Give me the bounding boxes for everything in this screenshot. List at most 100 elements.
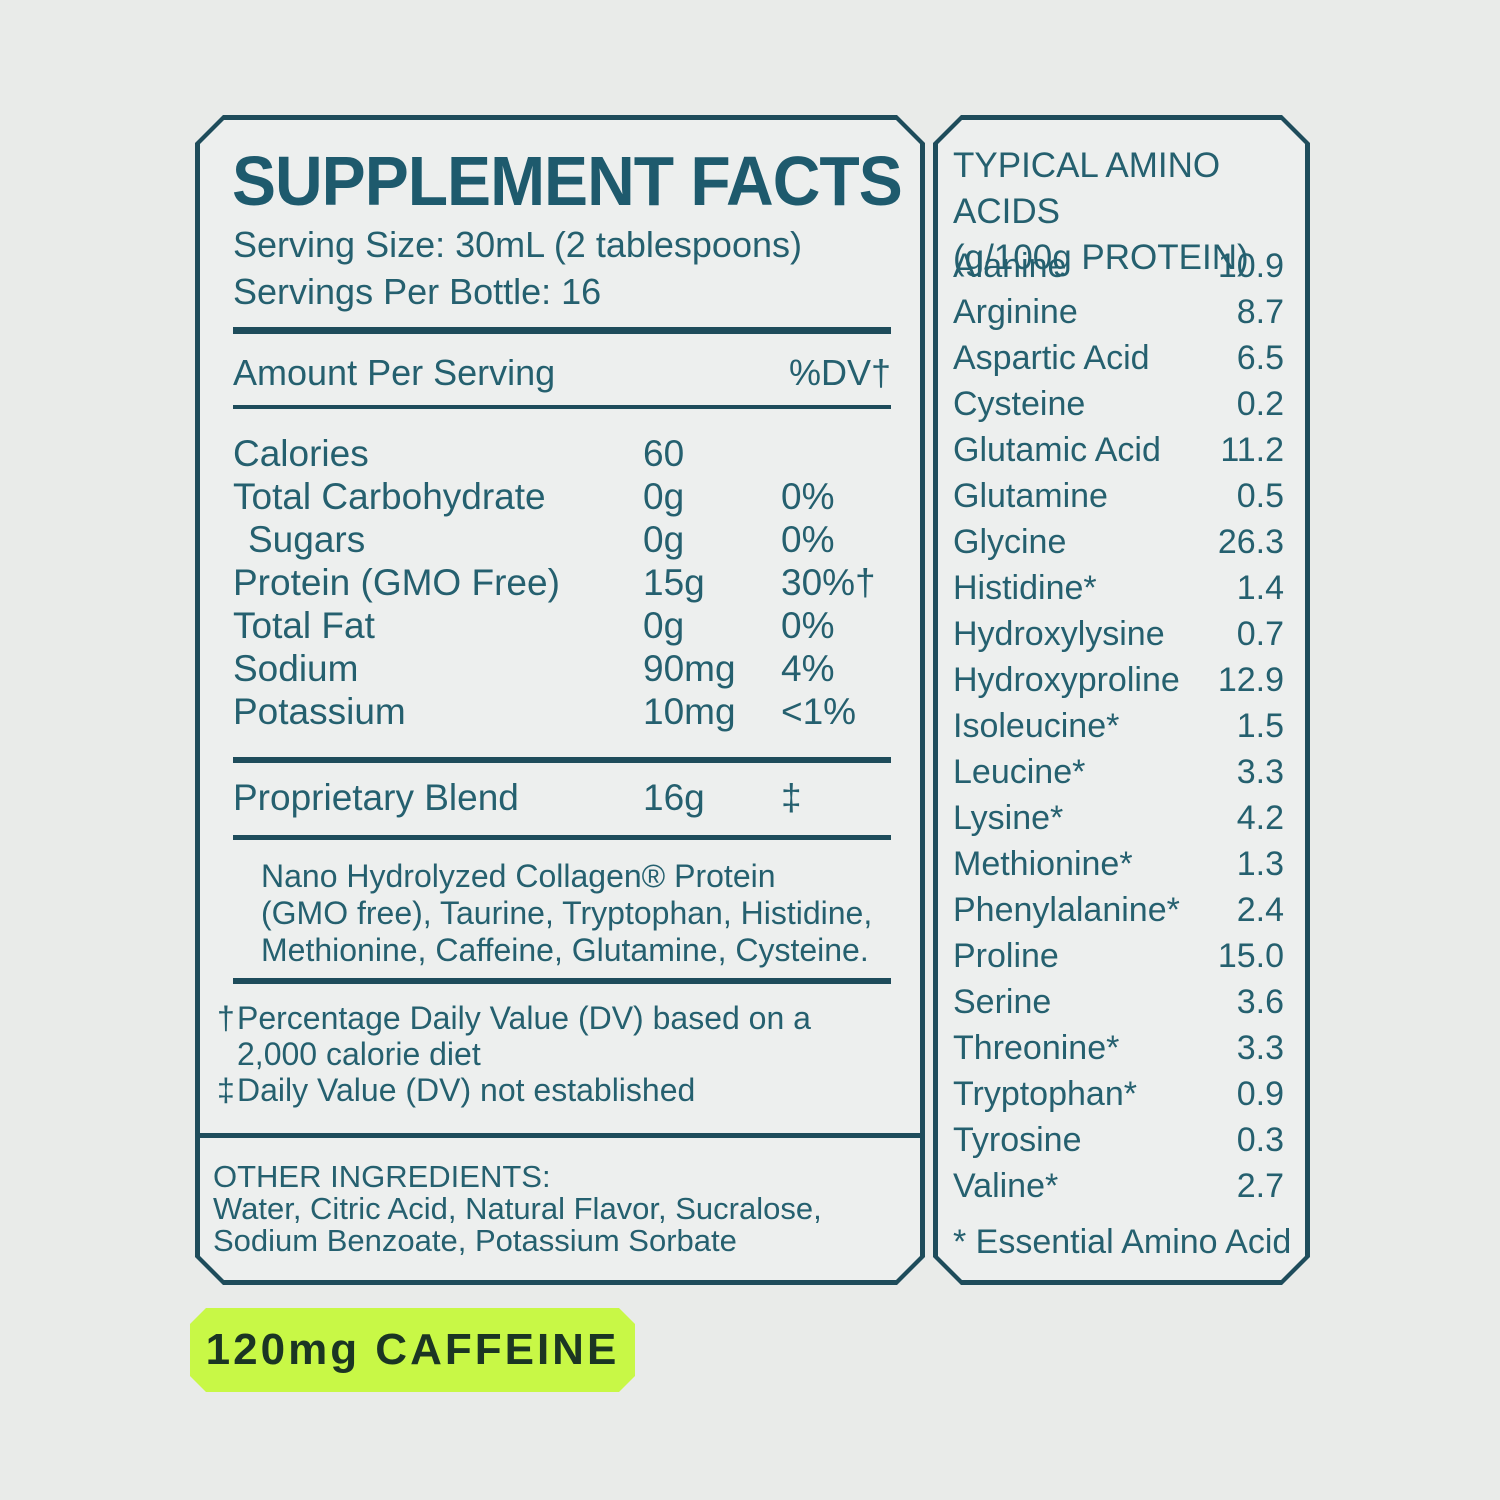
amino-acid-value: 0.9 [1236, 1075, 1284, 1113]
nutrient-row: Total Fat 0g 0% [233, 604, 891, 647]
amino-acids-title: TYPICAL AMINO ACIDS (g/100g PROTEIN) [953, 143, 1310, 281]
amino-acid-row: Arginine 8.7 [953, 289, 1284, 335]
amino-acid-value: 3.3 [1236, 753, 1284, 791]
nutrient-name: Total Carbohydrate [233, 476, 546, 517]
amino-acid-value: 2.4 [1236, 891, 1284, 929]
amino-acid-value: 6.5 [1236, 339, 1284, 377]
nutrient-amount: 10mg [643, 691, 736, 732]
amino-acid-value: 2.7 [1236, 1167, 1284, 1205]
amino-acids-table: Alanine 10.9 Arginine 8.7 Aspartic Acid … [953, 243, 1284, 1209]
amino-acid-row: Hydroxyproline 12.9 [953, 657, 1284, 703]
amino-acid-name: Tyrosine [953, 1121, 1082, 1159]
amino-acid-row: Tyrosine 0.3 [953, 1117, 1284, 1163]
rule-above-footnotes [233, 978, 891, 984]
nutrient-amount: 15g [643, 562, 705, 603]
nutrient-name: Protein (GMO Free) [233, 562, 560, 603]
blend-name: Proprietary Blend [233, 777, 519, 818]
table-header-row: Amount Per Serving %DV† [233, 353, 891, 393]
dagger-mark: † [217, 1000, 235, 1036]
caffeine-badge: 120mg CAFFEINE [190, 1308, 635, 1392]
amino-acid-value: 8.7 [1236, 293, 1284, 331]
rule-under-header [233, 405, 891, 409]
blend-dv: ‡ [781, 777, 802, 818]
amino-acid-name: Valine* [953, 1167, 1059, 1205]
amino-acid-name: Phenylalanine* [953, 891, 1180, 929]
nutrient-dv: 0% [781, 519, 835, 560]
supplement-facts-panel-background [200, 120, 920, 1280]
nutrient-row: Potassium 10mg <1% [233, 690, 891, 733]
amino-acid-value: 0.2 [1236, 385, 1284, 423]
amino-acid-value: 0.7 [1236, 615, 1284, 653]
caffeine-badge-label: 120mg CAFFEINE [205, 1325, 620, 1374]
blend-description-line: (GMO free), Taurine, Tryptophan, Histidi… [261, 895, 873, 931]
amino-acid-name: Glutamine [953, 477, 1108, 515]
nutrient-row: Calories 60 [233, 432, 891, 475]
amino-acids-panel-background [938, 120, 1305, 1280]
serving-size-text: Serving Size: 30mL (2 tablespoons) [233, 224, 802, 265]
amino-acid-name: Lysine* [953, 799, 1064, 837]
amino-acids-title-line: (g/100g PROTEIN) [953, 238, 1249, 277]
amount-per-serving-label: Amount Per Serving [233, 352, 556, 393]
nutrient-dv: 4% [781, 648, 835, 689]
amino-acid-row: Proline 15.0 [953, 933, 1284, 979]
nutrient-amount: 0g [643, 519, 685, 560]
servings-per-bottle-text: Servings Per Bottle: 16 [233, 271, 602, 312]
amino-acid-row: Histidine* 1.4 [953, 565, 1284, 611]
amino-acid-row: Glutamic Acid 11.2 [953, 427, 1284, 473]
amino-acid-name: Hydroxylysine [953, 615, 1165, 653]
amino-acid-row: Tryptophan* 0.9 [953, 1071, 1284, 1117]
blend-description-line: Nano Hydrolyzed Collagen® Protein [261, 858, 776, 894]
nutrient-row: Total Carbohydrate 0g 0% [233, 475, 891, 518]
nutrient-name: Sugars [248, 519, 366, 560]
rule-above-blend [233, 757, 891, 763]
nutrient-dv: 0% [781, 605, 835, 646]
not-established-footnote-text: Daily Value (DV) not established [237, 1072, 696, 1108]
amino-acid-row: Cysteine 0.2 [953, 381, 1284, 427]
amino-acid-name: Proline [953, 937, 1059, 975]
nutrient-row: Sodium 90mg 4% [233, 647, 891, 690]
amino-acid-value: 12.9 [1217, 661, 1284, 699]
essential-amino-acid-footnote: * Essential Amino Acid [953, 1223, 1292, 1261]
amino-acid-name: Histidine* [953, 569, 1097, 607]
amino-acid-value: 0.3 [1236, 1121, 1284, 1159]
amino-acid-name: Tryptophan* [953, 1075, 1137, 1113]
footnote-line: Percentage Daily Value (DV) based on a [237, 1000, 811, 1036]
other-ingredients-divider [195, 1133, 925, 1138]
amino-acid-value: 4.2 [1236, 799, 1284, 837]
amino-acid-value: 1.3 [1236, 845, 1284, 883]
nutrient-name: Total Fat [233, 605, 375, 646]
amino-acid-name: Threonine* [953, 1029, 1120, 1067]
amino-acid-name: Leucine* [953, 753, 1086, 791]
nutrient-dv: 0% [781, 476, 835, 517]
amino-acid-name: Aspartic Acid [953, 339, 1150, 377]
rule-under-serving [233, 327, 891, 334]
other-ingredients-label: OTHER INGREDIENTS: [213, 1159, 551, 1194]
blend-amount: 16g [643, 777, 705, 818]
amino-acid-row: Aspartic Acid 6.5 [953, 335, 1284, 381]
other-ingredients-line: Sodium Benzoate, Potassium Sorbate [213, 1223, 737, 1258]
amino-acid-value: 1.4 [1236, 569, 1284, 607]
amino-acids-panel: TYPICAL AMINO ACIDS (g/100g PROTEIN) Ala… [933, 115, 1310, 1285]
amino-acid-value: 11.2 [1220, 431, 1284, 469]
dv-footnote-text: Percentage Daily Value (DV) based on a 2… [237, 1000, 811, 1072]
nutrient-row: Protein (GMO Free) 15g 30%† [233, 561, 891, 604]
proprietary-blend-row: Proprietary Blend 16g ‡ [233, 775, 891, 821]
amino-acid-name: Cysteine [953, 385, 1086, 423]
amino-acids-title-line: TYPICAL AMINO ACIDS [953, 146, 1221, 231]
nutrient-amount: 0g [643, 605, 685, 646]
amino-acid-row: Methionine* 1.3 [953, 841, 1284, 887]
amino-acid-value: 3.3 [1236, 1029, 1284, 1067]
amino-acid-name: Glycine [953, 523, 1067, 561]
nutrient-name: Potassium [233, 691, 406, 732]
amino-acid-value: 15.0 [1217, 937, 1284, 975]
nutrient-row: Sugars 0g 0% [233, 518, 891, 561]
nutrient-amount: 0g [643, 476, 685, 517]
footnote-line: 2,000 calorie diet [237, 1036, 481, 1072]
amino-acid-value: 1.5 [1236, 707, 1284, 745]
other-ingredients-line: Water, Citric Acid, Natural Flavor, Sucr… [213, 1191, 822, 1226]
nutrient-amount: 60 [643, 433, 685, 474]
dv-footnote: † Percentage Daily Value (DV) based on a… [217, 1000, 891, 1072]
amino-acid-name: Arginine [953, 293, 1078, 331]
amino-acid-name: Hydroxyproline [953, 661, 1180, 699]
nutrient-name: Calories [233, 433, 369, 474]
